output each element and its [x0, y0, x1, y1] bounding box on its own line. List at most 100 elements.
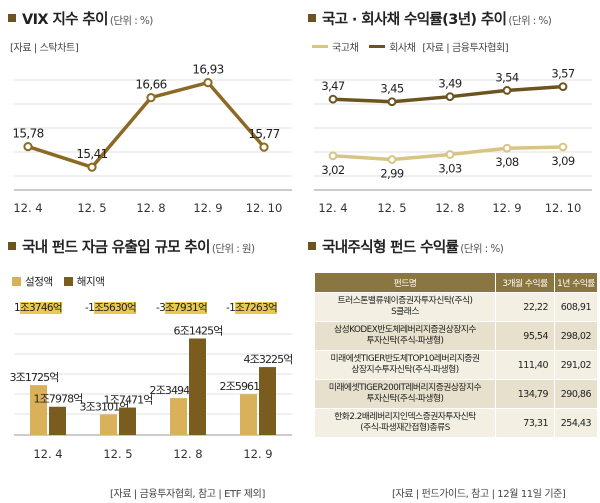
- fund-name-line-2: 투자신탁(주식-파생형): [366, 394, 444, 404]
- corp-bond-data-label: 3,57: [551, 67, 574, 81]
- flow-chart: 3조1725억 3조3101억 2조3494억 2조5961억 1조7978억 1조747…: [10, 324, 294, 461]
- outflow-data-label: 1조7471억: [104, 394, 153, 407]
- fund-name-cell: 한화2.2배레버리지인덱스증권자투자신탁 (주식-파생재간접형)종류S: [314, 408, 496, 438]
- bond-source: [자료 | 금융투자협회]: [422, 43, 509, 54]
- three-month-return-cell: 73,31: [495, 408, 555, 438]
- corp-bond-point: [387, 97, 397, 107]
- x-tick-label: 12. 9: [492, 201, 521, 215]
- three-month-return-cell: 111,40: [495, 350, 555, 380]
- inflow-data-label: 2조5961억: [220, 380, 269, 393]
- vix-source: [자료 | 스탁차트]: [10, 43, 79, 54]
- bond-panel: 국고 · 회사채 수익률(3년) 추이 (단위 : %) 국고채 회사채 [자료 …: [300, 0, 600, 230]
- flow-source: [자료 | 금융투자협회, 참고 | ETF 제외]: [110, 489, 265, 500]
- net-flow-3: -3조7931억: [156, 302, 208, 314]
- three-month-return-cell: 134,79: [495, 379, 555, 409]
- x-tick-label: 12. 10: [545, 201, 582, 215]
- fund-name-cell: 삼성KODEX반도체레버리지증권상장지수 투자신탁(주식-파생형): [314, 321, 496, 351]
- one-year-return-cell: 608,91: [554, 292, 598, 322]
- table-row: 한화2.2배레버리지인덱스증권자투자신탁 (주식-파생재간접형)종류S 73,31 2…: [314, 408, 598, 438]
- flow-title: 국내 펀드 자금 유출입 규모 추이 (단위 : 원): [8, 236, 255, 257]
- corp-bond-data-label: 3,54: [495, 70, 518, 84]
- x-tick-label: 12. 4: [13, 201, 42, 215]
- fund-name-line-2: 투자신탁(주식-파생형): [366, 336, 444, 346]
- outflow-legend-swatch: [63, 277, 73, 286]
- vix-point: [23, 141, 33, 152]
- inflow-legend-swatch: [12, 277, 21, 286]
- vix-panel: VIX 지수 추이 (단위 : %) [자료 | 스탁차트] 15,78 15,41…: [0, 0, 300, 230]
- gov-bond-data-label: 3,09: [551, 154, 574, 168]
- inflow-data-label: 2조3494억: [150, 384, 199, 397]
- vix-data-label: 15,78: [12, 127, 43, 141]
- inflow-bar: [30, 385, 47, 435]
- corp-bond-data-label: 3,49: [438, 77, 461, 91]
- x-tick-label: 12. 5: [377, 201, 406, 215]
- vix-point: [259, 142, 269, 152]
- outflow-data-label: 1조7978억: [34, 393, 83, 406]
- table-header-row: 펀드명 3개월 수익률 1년 수익률: [314, 272, 598, 293]
- vix-data-label: 16,66: [135, 78, 166, 92]
- gov-bond-point: [502, 143, 512, 153]
- one-year-return-cell: 291,02: [554, 350, 598, 380]
- bond-title: 국고 · 회사채 수익률(3년) 추이 (단위 : %): [308, 8, 552, 29]
- table-row: 미래에셋TIGER200IT레버리지증권상장지수 투자신탁(주식-파생형) 134,…: [314, 379, 598, 409]
- vix-title: VIX 지수 추이 (단위 : %): [8, 8, 153, 29]
- one-year-header: 1년 수익률: [554, 272, 598, 293]
- fund-name-cell: 미래에셋TIGER반도체TOP10레버리지증권 상장지수투자신탁(주식-파생형): [314, 350, 496, 380]
- gov-bond-legend-swatch: [312, 45, 328, 48]
- three-month-return-cell: 95,54: [495, 321, 555, 351]
- one-year-return-cell: 290,86: [554, 379, 598, 409]
- corp-bond-legend-label: 회사채: [389, 43, 416, 54]
- x-tick-label: 12. 4: [318, 201, 347, 215]
- fund-name-line-2: 상장지수투자신탁(주식-파생형): [351, 365, 459, 375]
- vix-data-label: 15,41: [76, 147, 107, 161]
- fund-name-line-1: 미래에셋TIGER반도체TOP10레버리지증권: [330, 354, 480, 364]
- inflow-data-label: 3조1725억: [10, 371, 59, 384]
- fund-name-line-2: S클래스: [391, 307, 419, 317]
- corp-bond-data-label: 3,47: [321, 79, 344, 93]
- outflow-bar: [259, 367, 276, 435]
- corp-bond-point: [502, 86, 512, 95]
- returns-table: 펀드명 3개월 수익률 1년 수익률 트러스톤밸류웨이증권자투자신탁(주식) S클…: [314, 272, 598, 438]
- table-row: 삼성KODEX반도체레버리지증권상장지수 투자신탁(주식-파생형) 95,54 298…: [314, 321, 598, 351]
- returns-title: 국내주식형 펀드 수익률 (단위 : %): [308, 236, 504, 257]
- outflow-data-label: 6조1425억: [174, 324, 223, 337]
- inflow-bar: [170, 398, 187, 435]
- title-square-icon: [308, 14, 316, 22]
- fund-name-line-1: 삼성KODEX반도체레버리지증권상장지수: [334, 325, 476, 335]
- gov-bond-point: [387, 155, 397, 164]
- vix-series-line: [27, 80, 266, 169]
- fund-name-line-1: 트러스톤밸류웨이증권자투자신탁(주식): [337, 296, 473, 306]
- inflow-legend-label: 설정액: [25, 276, 53, 288]
- net-flow-2: -1조5630억: [85, 302, 137, 314]
- title-square-icon: [8, 14, 16, 22]
- returns-panel: 국내주식형 펀드 수익률 (단위 : %) 펀드명 3개월 수익률 1년 수익률 …: [300, 230, 600, 503]
- x-tick-label: 12. 10: [246, 201, 283, 215]
- flow-unit: (단위 : 원): [211, 243, 255, 255]
- x-tick-label: 12. 4: [33, 447, 62, 461]
- fund-name-line-2: (주식-파생재간접형)종류S: [360, 423, 450, 433]
- vix-data-label: 16,93: [192, 63, 223, 77]
- outflow-data-label: 4조3225억: [244, 353, 293, 366]
- three-month-return-cell: 22,22: [495, 292, 555, 322]
- gov-bond-data-label: 3,08: [495, 155, 518, 169]
- outflow-bar: [49, 406, 66, 435]
- x-tick-label: 12. 5: [103, 447, 132, 461]
- returns-unit: (단위 : %): [460, 243, 504, 255]
- fund-name-cell: 트러스톤밸류웨이증권자투자신탁(주식) S클래스: [314, 292, 496, 322]
- outflow-bar: [189, 338, 206, 435]
- vix-unit: (단위 : %): [109, 15, 154, 27]
- x-tick-label: 12. 9: [193, 201, 222, 215]
- x-tick-label: 12. 8: [136, 201, 165, 215]
- three-month-header: 3개월 수익률: [495, 272, 555, 293]
- flow-legend: 설정액 해지액: [12, 274, 105, 289]
- inflow-data-label: 3조3101억: [80, 400, 129, 413]
- vix-point: [87, 162, 97, 172]
- bond-chart: 3,02 2,99 3,03 3,08 3,09 3,47 3,45 3,49 3,54 3,57…: [314, 67, 592, 215]
- fund-name-line-1: 미래에셋TIGER200IT레버리지증권상장지수: [328, 383, 482, 393]
- flow-panel: 국내 펀드 자금 유출입 규모 추이 (단위 : 원) 설정액 해지액 1조374…: [0, 230, 300, 503]
- vix-chart: 15,78 15,41 16,66 16,93 15,77 12. 4 12. 5 12. 8…: [12, 63, 292, 215]
- outflow-bar: [119, 407, 136, 435]
- net-flow-1: 1조3746억: [14, 302, 63, 314]
- bond-legend: 국고채 회사채 [자료 | 금융투자협회]: [312, 39, 509, 54]
- table-row: 트러스톤밸류웨이증권자투자신탁(주식) S클래스 22,22 608,91: [314, 292, 598, 322]
